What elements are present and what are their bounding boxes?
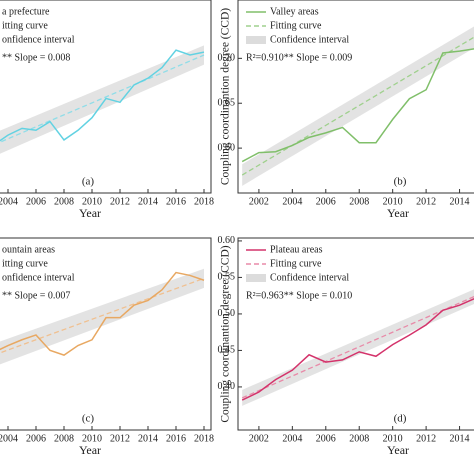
x-axis-title: Year — [387, 443, 409, 457]
x-tick-label: 2014 — [450, 433, 470, 444]
x-tick-label: 2006 — [26, 196, 46, 207]
plot-frame — [0, 0, 212, 194]
x-tick-label: 2018 — [194, 433, 214, 444]
x-axis-title: Year — [79, 443, 101, 457]
x-tick-label: 2014 — [450, 196, 470, 207]
y-tick-label: 0.70 — [218, 53, 236, 64]
legend-label: onfidence interval — [2, 272, 75, 283]
y-tick-label: 0.60 — [218, 235, 236, 246]
annotation: ** Slope = 0.008 — [2, 52, 70, 63]
y-tick-label: 0.60 — [218, 142, 236, 153]
x-tick-label: 2010 — [383, 433, 403, 444]
x-tick-label: 2018 — [194, 196, 214, 207]
plot-frame — [0, 237, 212, 431]
legend-label: Fitting curve — [270, 258, 322, 269]
legend-label: ountain areas — [2, 244, 55, 255]
data-line — [0, 271, 205, 356]
plot-frame — [237, 0, 474, 194]
annotation: R²=0.963** Slope = 0.010 — [246, 290, 352, 301]
x-tick-label: 2008 — [349, 433, 369, 444]
y-tick-label: 0.55 — [218, 272, 236, 283]
x-tick-label: 2016 — [166, 433, 186, 444]
x-axis-title: Year — [79, 206, 101, 220]
x-tick-label: 2008 — [54, 433, 74, 444]
x-tick-label: 2002 — [249, 196, 269, 207]
x-tick-label: 2010 — [383, 196, 403, 207]
data-line — [0, 49, 205, 142]
fit-line — [0, 54, 205, 143]
x-tick-label: 2012 — [416, 433, 436, 444]
panel-label: (b) — [394, 176, 407, 188]
x-tick-label: 2004 — [0, 433, 18, 444]
x-tick-label: 2012 — [110, 433, 130, 444]
x-axis-title: Year — [387, 206, 409, 220]
x-tick-label: 2004 — [282, 433, 302, 444]
x-tick-label: 2006 — [316, 196, 336, 207]
confidence-band — [242, 26, 474, 186]
x-tick-label: 2014 — [138, 433, 158, 444]
legend-label: Confidence interval — [270, 272, 349, 283]
legend-label: Confidence interval — [270, 34, 349, 45]
x-tick-label: 2012 — [416, 196, 436, 207]
y-tick-label: 0.40 — [218, 381, 236, 392]
legend-label: Valley areas — [270, 6, 319, 17]
y-tick-label: 0.45 — [218, 345, 236, 356]
y-axis-title: Coupling coordinantion degree (CCD) — [220, 245, 232, 422]
y-tick-label: 0.50 — [218, 308, 236, 319]
data-line — [241, 48, 474, 163]
annotation: R²=0.910** Slope = 0.009 — [246, 52, 352, 63]
panel-label: (d) — [394, 413, 407, 425]
x-tick-label: 2006 — [26, 433, 46, 444]
x-tick-label: 2004 — [282, 196, 302, 207]
panel-label: (c) — [82, 413, 95, 425]
legend-label: itting curve — [2, 258, 48, 269]
confidence-band — [0, 268, 204, 365]
x-tick-label: 2008 — [349, 196, 369, 207]
fit-line — [241, 36, 474, 176]
confidence-band — [0, 45, 204, 154]
x-tick-label: 2004 — [0, 196, 18, 207]
legend-label: a prefecture — [2, 6, 50, 17]
x-tick-label: 2010 — [82, 433, 102, 444]
fit-line — [0, 277, 205, 354]
legend-swatch — [246, 36, 266, 44]
x-tick-label: 2014 — [138, 196, 158, 207]
data-line — [241, 298, 474, 401]
legend-label: Fitting curve — [270, 20, 322, 31]
y-axis-title: Coupling coordinantion degree (CCD) — [220, 8, 232, 185]
legend-label: Plateau areas — [270, 244, 323, 255]
x-tick-label: 2016 — [166, 196, 186, 207]
plot-frame — [237, 237, 474, 431]
legend-swatch — [246, 274, 266, 282]
annotation: ** Slope = 0.007 — [2, 290, 70, 301]
panel-label: (a) — [82, 176, 95, 188]
x-tick-label: 2006 — [316, 433, 336, 444]
legend-label: itting curve — [2, 20, 48, 31]
legend-label: onfidence interval — [2, 34, 75, 45]
fit-line — [241, 295, 474, 399]
y-tick-label: 0.65 — [218, 98, 236, 109]
x-tick-label: 2012 — [110, 196, 130, 207]
x-tick-label: 2010 — [82, 196, 102, 207]
x-tick-label: 2002 — [249, 433, 269, 444]
x-tick-label: 2008 — [54, 196, 74, 207]
confidence-band — [242, 289, 474, 406]
